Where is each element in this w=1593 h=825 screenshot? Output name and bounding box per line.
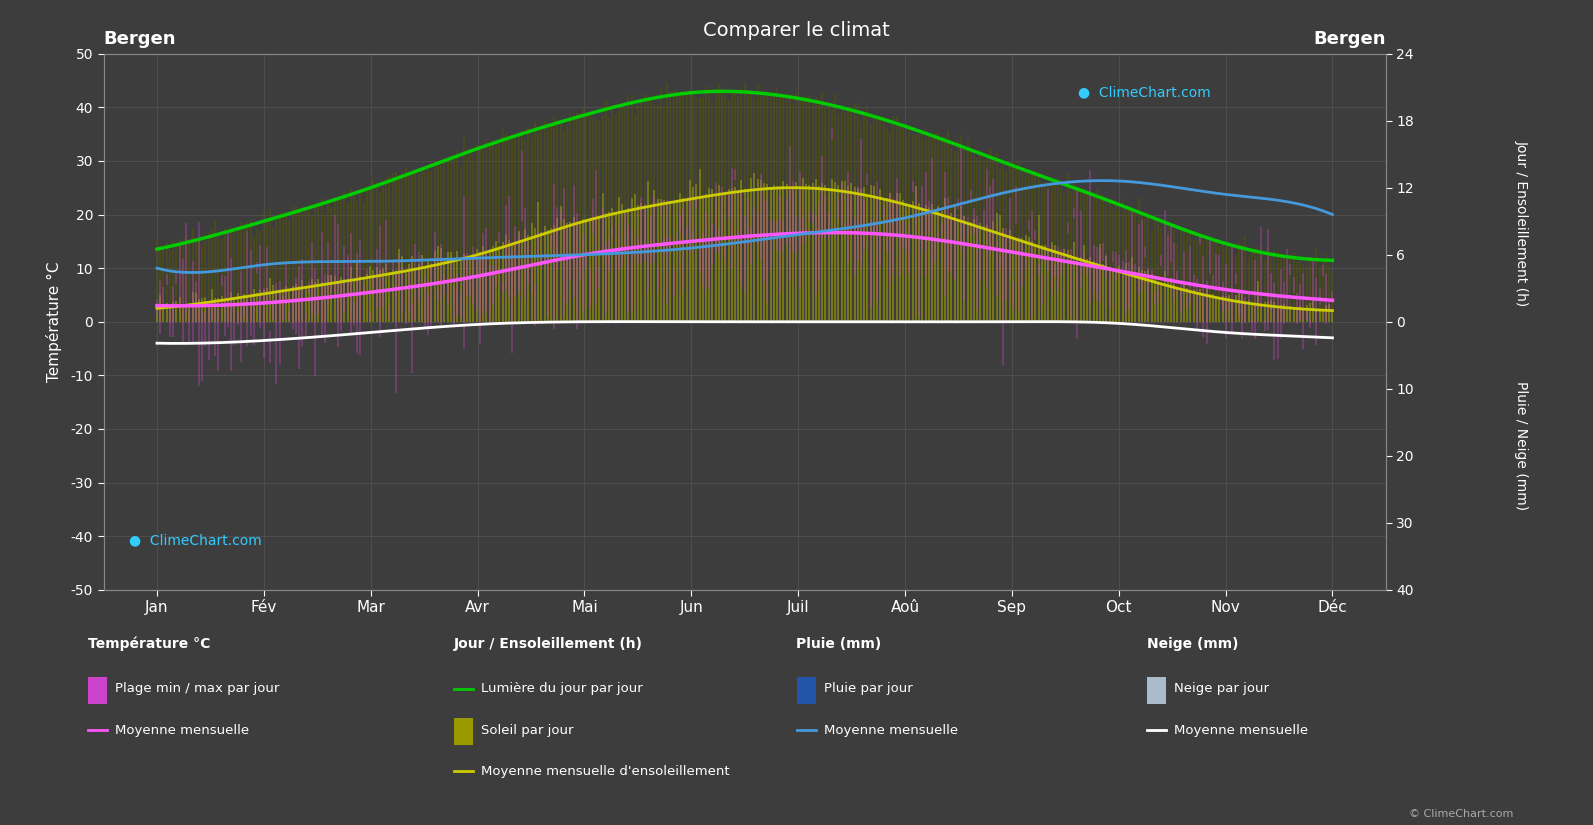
Text: Lumière du jour par jour: Lumière du jour par jour (481, 682, 644, 695)
Text: © ClimeChart.com: © ClimeChart.com (1408, 808, 1513, 818)
Text: Moyenne mensuelle: Moyenne mensuelle (824, 724, 957, 737)
Text: Comparer le climat: Comparer le climat (703, 21, 890, 40)
Text: Jour / Ensoleillement (h): Jour / Ensoleillement (h) (454, 637, 644, 651)
Text: Pluie par jour: Pluie par jour (824, 682, 913, 695)
Text: Bergen: Bergen (1313, 31, 1386, 49)
Text: Neige (mm): Neige (mm) (1147, 637, 1238, 651)
Text: Bergen: Bergen (104, 31, 177, 49)
Text: Température °C: Température °C (88, 636, 210, 651)
Text: Moyenne mensuelle: Moyenne mensuelle (1174, 724, 1308, 737)
Text: Moyenne mensuelle d'ensoleillement: Moyenne mensuelle d'ensoleillement (481, 765, 730, 778)
Text: Neige par jour: Neige par jour (1174, 682, 1270, 695)
Text: Plage min / max par jour: Plage min / max par jour (115, 682, 279, 695)
Text: ●  ClimeChart.com: ● ClimeChart.com (1078, 86, 1211, 100)
Y-axis label: Température °C: Température °C (46, 262, 62, 382)
Text: Jour / Ensoleillement (h): Jour / Ensoleillement (h) (1515, 139, 1528, 306)
Text: Pluie (mm): Pluie (mm) (796, 637, 883, 651)
Text: Soleil par jour: Soleil par jour (481, 724, 573, 737)
Text: ●  ClimeChart.com: ● ClimeChart.com (129, 533, 261, 547)
Text: Pluie / Neige (mm): Pluie / Neige (mm) (1515, 381, 1528, 510)
Text: Moyenne mensuelle: Moyenne mensuelle (115, 724, 249, 737)
